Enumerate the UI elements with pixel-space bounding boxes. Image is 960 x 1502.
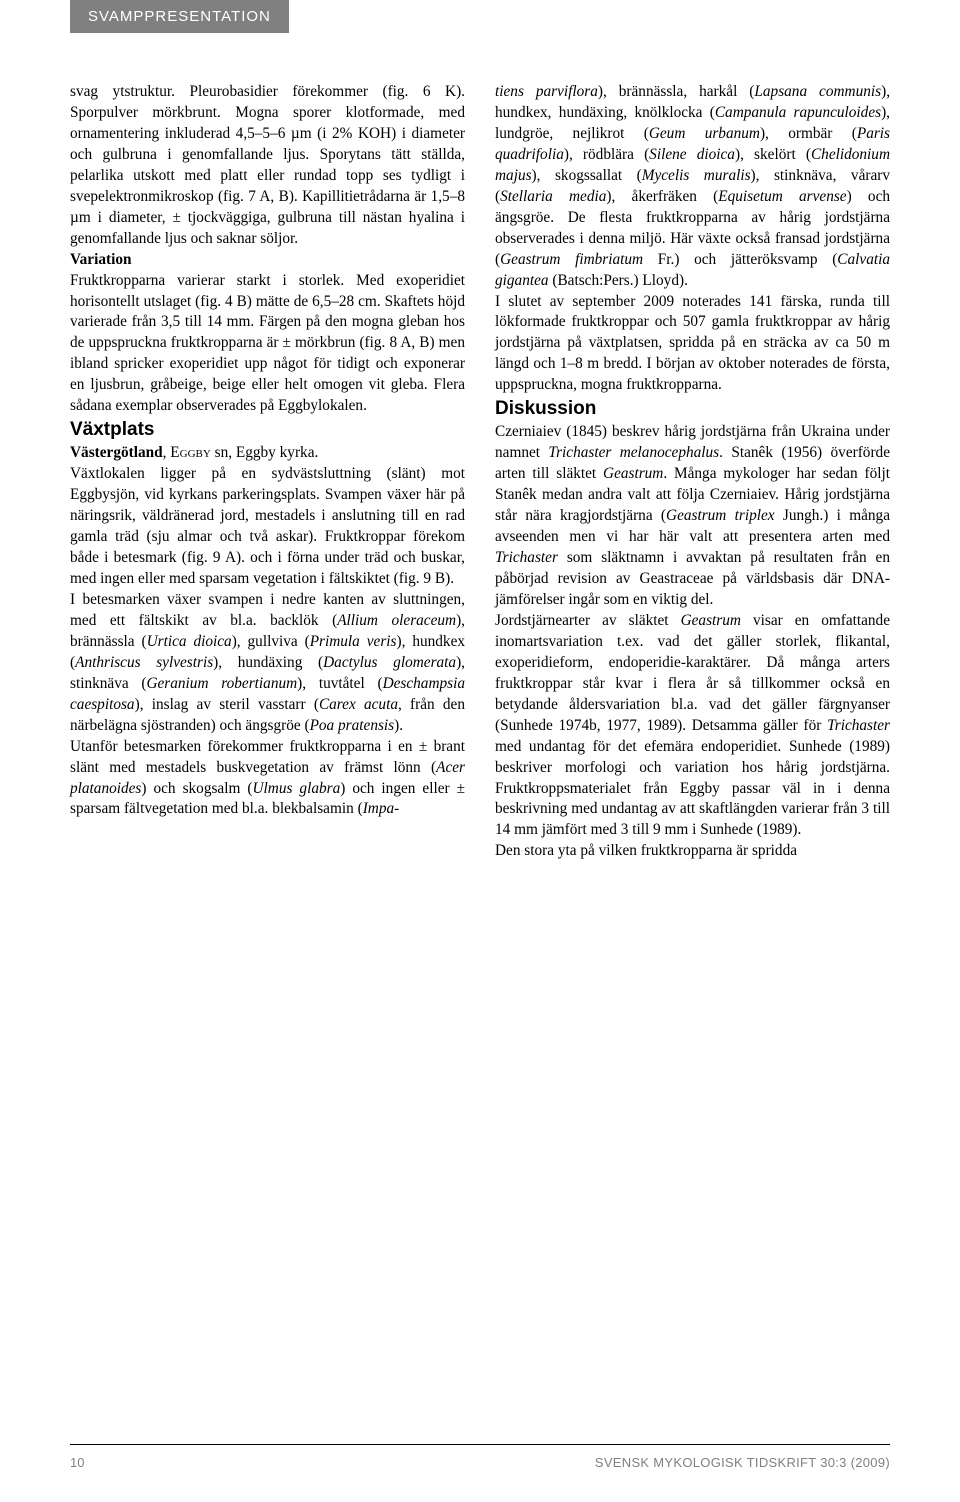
page-number: 10 (70, 1455, 84, 1470)
content-area: svag ytstruktur. Pleurobasidier förekomm… (70, 82, 890, 862)
paragraph: tiens parviflora), brännässla, harkål (L… (495, 82, 890, 292)
paragraph: Utanför betesmarken förekommer fruktkrop… (70, 737, 465, 821)
paragraph: Jordstjärnearter av släktet Geastrum vis… (495, 611, 890, 841)
heading-vaxtplats: Växtplats (70, 417, 465, 443)
right-column: tiens parviflora), brännässla, harkål (L… (495, 82, 890, 862)
section-header-label: SVAMPPRESENTATION (88, 8, 271, 25)
paragraph: I slutet av september 2009 noterades 141… (495, 292, 890, 397)
paragraph: Czerniaiev (1845) beskrev hårig jordstjä… (495, 422, 890, 611)
paragraph: Den stora yta på vilken fruktkropparna ä… (495, 841, 890, 862)
paragraph: Växtlokalen ligger på en sydvästsluttnin… (70, 464, 465, 590)
section-header-tab: SVAMPPRESENTATION (70, 0, 289, 33)
paragraph: Västergötland, Eggby sn, Eggby kyrka. (70, 443, 465, 464)
subheading-variation: Variation (70, 250, 465, 271)
journal-info: SVENSK MYKOLOGISK TIDSKRIFT 30:3 (2009) (595, 1455, 890, 1470)
page-footer: 10 SVENSK MYKOLOGISK TIDSKRIFT 30:3 (200… (70, 1444, 890, 1470)
left-column: svag ytstruktur. Pleurobasidier förekomm… (70, 82, 465, 862)
paragraph: svag ytstruktur. Pleurobasidier förekomm… (70, 82, 465, 250)
paragraph: Fruktkropparna varierar starkt i storlek… (70, 271, 465, 418)
heading-diskussion: Diskussion (495, 396, 890, 422)
paragraph: I betesmarken växer svampen i nedre kant… (70, 590, 465, 737)
